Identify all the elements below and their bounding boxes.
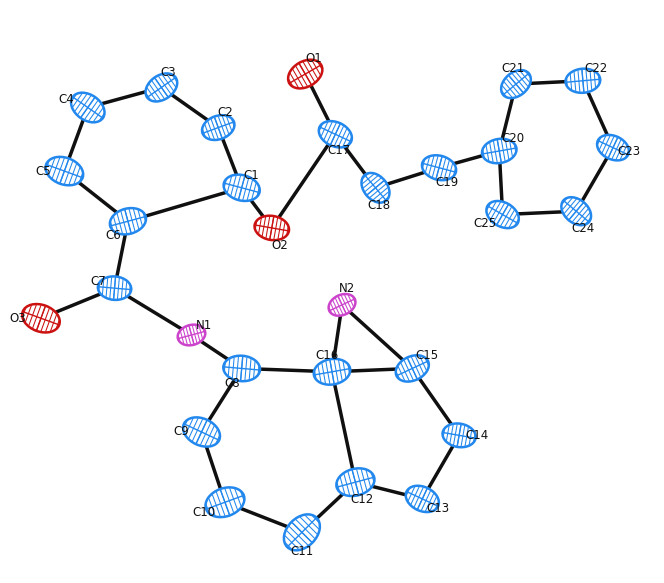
Text: C4: C4 xyxy=(58,93,74,106)
Ellipse shape xyxy=(223,356,260,381)
Ellipse shape xyxy=(487,201,519,228)
Ellipse shape xyxy=(145,73,177,101)
Text: C12: C12 xyxy=(351,493,374,506)
Text: C22: C22 xyxy=(584,62,608,75)
Text: N2: N2 xyxy=(339,282,355,296)
Text: C17: C17 xyxy=(327,144,351,157)
Text: C23: C23 xyxy=(618,145,641,157)
Ellipse shape xyxy=(284,514,320,550)
Ellipse shape xyxy=(22,304,60,332)
Text: C6: C6 xyxy=(106,230,121,243)
Text: N1: N1 xyxy=(195,319,212,332)
Ellipse shape xyxy=(46,157,83,185)
Text: C5: C5 xyxy=(35,164,50,178)
Text: C11: C11 xyxy=(290,545,313,557)
Text: C8: C8 xyxy=(224,377,240,389)
Ellipse shape xyxy=(178,325,205,345)
Ellipse shape xyxy=(314,359,350,385)
Ellipse shape xyxy=(319,121,352,147)
Ellipse shape xyxy=(98,276,131,300)
Text: C3: C3 xyxy=(160,66,176,79)
Ellipse shape xyxy=(482,139,517,163)
Ellipse shape xyxy=(254,216,289,240)
Ellipse shape xyxy=(566,69,600,93)
Text: O2: O2 xyxy=(272,239,288,252)
Ellipse shape xyxy=(224,175,260,201)
Ellipse shape xyxy=(406,486,439,512)
Text: C16: C16 xyxy=(315,349,338,362)
Ellipse shape xyxy=(501,70,531,98)
Ellipse shape xyxy=(183,417,220,447)
Ellipse shape xyxy=(329,294,355,316)
Text: C24: C24 xyxy=(571,222,594,235)
Ellipse shape xyxy=(597,135,629,160)
Text: C10: C10 xyxy=(192,507,215,519)
Text: C13: C13 xyxy=(427,502,450,515)
Text: C19: C19 xyxy=(436,176,459,189)
Text: C2: C2 xyxy=(217,106,233,120)
Text: C7: C7 xyxy=(90,275,106,288)
Text: O3: O3 xyxy=(9,312,26,325)
Text: C20: C20 xyxy=(501,132,524,145)
Ellipse shape xyxy=(71,93,104,122)
Ellipse shape xyxy=(422,155,456,180)
Text: C15: C15 xyxy=(416,349,438,361)
Text: C9: C9 xyxy=(173,426,189,438)
Ellipse shape xyxy=(337,468,374,496)
Text: C14: C14 xyxy=(465,429,488,442)
Ellipse shape xyxy=(361,173,390,203)
Ellipse shape xyxy=(202,115,234,140)
Text: C18: C18 xyxy=(367,199,390,212)
Ellipse shape xyxy=(110,208,146,234)
Ellipse shape xyxy=(442,423,475,447)
Ellipse shape xyxy=(396,355,429,382)
Text: O1: O1 xyxy=(305,51,321,65)
Text: C21: C21 xyxy=(501,62,525,75)
Ellipse shape xyxy=(561,197,591,225)
Ellipse shape xyxy=(288,59,323,89)
Ellipse shape xyxy=(205,487,244,517)
Text: C25: C25 xyxy=(473,217,497,230)
Text: C1: C1 xyxy=(244,169,260,182)
